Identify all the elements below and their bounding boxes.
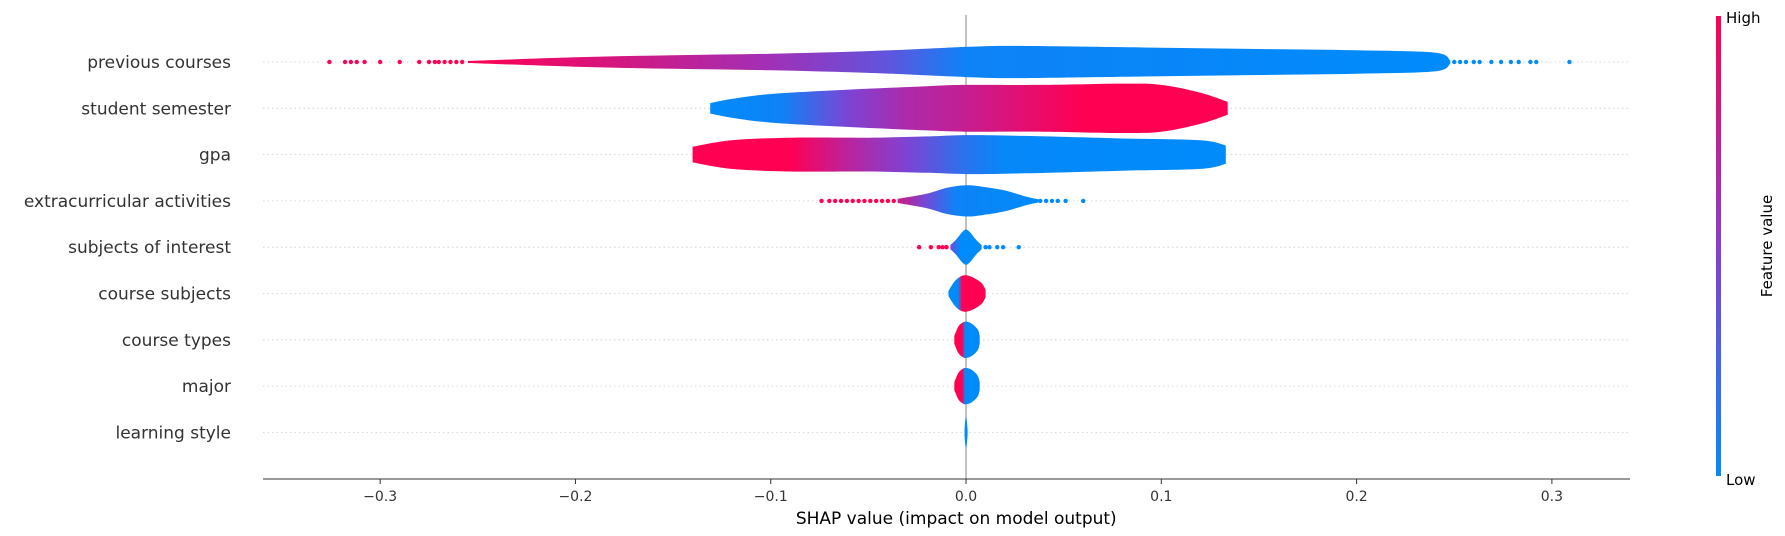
outlier-dot-extracurricular-activities	[1026, 198, 1031, 204]
feature-label-extracurricular-activities: extracurricular activities	[24, 192, 231, 212]
outlier-dot-previous-courses	[417, 59, 422, 65]
outlier-dot-extracurricular-activities	[844, 198, 850, 204]
x-tick-label: 0.1	[1150, 489, 1172, 505]
outlier-dot-subjects-of-interest	[987, 245, 992, 250]
outlier-dot-subjects-of-interest	[940, 245, 945, 250]
colorbar-low-label: Low	[1726, 471, 1756, 489]
outlier-dot-extracurricular-activities	[873, 198, 879, 204]
colorbar: High Low Feature value	[1716, 9, 1776, 489]
violin-layer	[468, 45, 1451, 448]
outlier-dot-extracurricular-activities	[827, 198, 832, 204]
outlier-dot-previous-courses	[348, 59, 354, 65]
violin-student-semester	[710, 83, 1228, 134]
outlier-dot-previous-courses	[1471, 59, 1476, 65]
outlier-dot-subjects-of-interest	[928, 245, 934, 250]
outlier-dot-extracurricular-activities	[838, 198, 844, 204]
feature-label-subjects-of-interest: subjects of interest	[68, 238, 231, 258]
violin-gpa	[692, 135, 1226, 175]
outlier-dot-extracurricular-activities	[879, 198, 885, 204]
outlier-dot-subjects-of-interest	[944, 245, 949, 250]
x-axis-title: SHAP value (impact on model output)	[796, 509, 1117, 529]
outlier-dot-previous-courses	[1477, 59, 1482, 65]
colorbar-high-label: High	[1726, 9, 1760, 27]
x-tick-label: −0.1	[754, 489, 788, 505]
outlier-dot-previous-courses	[1534, 59, 1539, 65]
outlier-dot-extracurricular-activities	[1049, 198, 1055, 204]
outlier-dot-previous-courses	[327, 59, 332, 65]
outlier-dot-previous-courses	[432, 59, 438, 65]
outlier-dot-previous-courses	[1567, 59, 1572, 65]
outlier-dot-previous-courses	[426, 59, 432, 65]
feature-label-student-semester: student semester	[81, 99, 231, 119]
outlier-dot-previous-courses	[454, 59, 459, 65]
outlier-dot-extracurricular-activities	[832, 198, 838, 204]
feature-label-learning-style: learning style	[115, 423, 231, 443]
outlier-dot-subjects-of-interest	[1016, 245, 1021, 250]
outlier-dot-previous-courses	[1463, 59, 1469, 65]
outlier-dot-previous-courses	[377, 59, 383, 65]
x-tick-label: −0.3	[363, 489, 397, 505]
outlier-dot-extracurricular-activities	[819, 198, 824, 204]
outlier-dot-extracurricular-activities	[1043, 198, 1049, 204]
violin-subjects-of-interest	[950, 229, 982, 265]
outlier-dot-previous-courses	[459, 59, 465, 65]
x-tick-label: 0.2	[1345, 489, 1367, 505]
outlier-dot-previous-courses	[342, 59, 348, 65]
outlier-dot-previous-courses	[1452, 59, 1457, 65]
x-tick-label: −0.2	[558, 489, 592, 505]
outlier-dot-extracurricular-activities	[868, 198, 873, 204]
violin-course-types	[954, 321, 980, 359]
outlier-dot-previous-courses	[397, 59, 402, 65]
feature-label-previous-courses: previous courses	[87, 53, 231, 73]
outlier-dot-subjects-of-interest	[1000, 245, 1006, 250]
violin-previous-courses	[468, 45, 1451, 79]
outlier-dot-previous-courses	[1516, 59, 1521, 65]
outlier-dot-extracurricular-activities	[1063, 198, 1068, 204]
outlier-dot-extracurricular-activities	[1038, 198, 1043, 204]
outlier-dot-extracurricular-activities	[885, 198, 891, 204]
colorbar-title: Feature value	[1758, 195, 1776, 297]
outlier-dot-previous-courses	[362, 59, 367, 65]
x-tick-label: 0.3	[1541, 489, 1563, 505]
violin-course-subjects	[948, 275, 986, 312]
outlier-dot-extracurricular-activities	[850, 198, 855, 204]
outlier-dot-extracurricular-activities	[1032, 198, 1037, 204]
feature-label-major: major	[182, 377, 231, 397]
outlier-dot-subjects-of-interest	[936, 245, 941, 250]
feature-label-course-subjects: course subjects	[98, 285, 231, 305]
outlier-dot-extracurricular-activities	[856, 198, 861, 204]
outlier-dot-extracurricular-activities	[1055, 198, 1061, 204]
violin-major	[954, 367, 980, 405]
outlier-dot-extracurricular-activities	[891, 198, 896, 204]
feature-label-gpa: gpa	[199, 146, 231, 166]
outlier-dot-previous-courses	[1498, 59, 1504, 65]
outlier-dot-previous-courses	[1508, 59, 1514, 65]
outlier-dot-previous-courses	[1528, 59, 1533, 65]
outlier-dot-previous-courses	[1457, 59, 1463, 65]
violin-extracurricular-activities	[897, 185, 1039, 217]
outlier-dot-previous-courses	[436, 59, 441, 65]
outlier-dot-previous-courses	[442, 59, 447, 65]
outlier-dot-previous-courses	[1489, 59, 1494, 65]
colorbar-gradient	[1716, 16, 1721, 476]
outlier-dot-subjects-of-interest	[995, 245, 1000, 250]
outlier-dot-previous-courses	[448, 59, 453, 65]
feature-labels: previous courses student semester gpa extra…	[24, 53, 231, 443]
x-axis-ticks: −0.3 −0.2 −0.1 0.0 0.1 0.2 0.3	[363, 479, 1563, 505]
feature-label-course-types: course types	[122, 331, 231, 351]
x-tick-label: 0.0	[955, 489, 977, 505]
outlier-dot-subjects-of-interest	[916, 245, 922, 250]
outlier-dot-subjects-of-interest	[983, 245, 988, 250]
violin-learning-style	[964, 416, 968, 448]
outlier-dot-extracurricular-activities	[862, 198, 867, 204]
outlier-dot-extracurricular-activities	[1081, 198, 1086, 204]
outlier-dot-previous-courses	[354, 59, 359, 65]
outlier-dots-layer	[327, 59, 1572, 250]
